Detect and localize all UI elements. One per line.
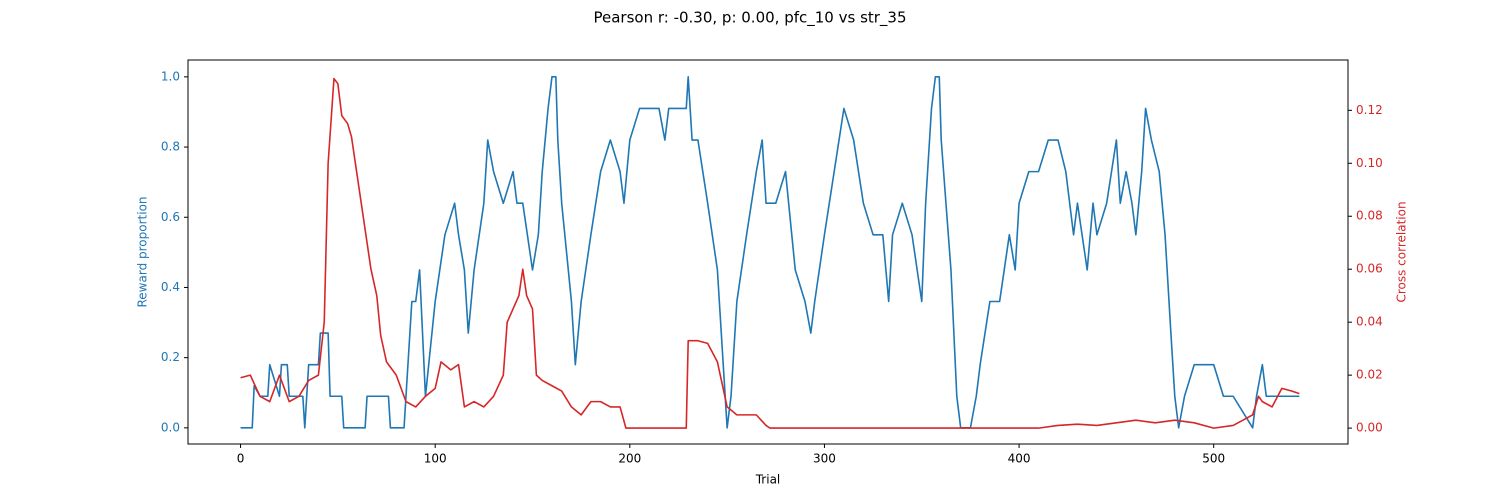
x-axis-label: Trial xyxy=(755,473,781,487)
x-tick-label: 300 xyxy=(813,452,836,466)
chart-title: Pearson r: -0.30, p: 0.00, pfc_10 vs str… xyxy=(593,9,906,28)
series-line xyxy=(240,76,1300,429)
y-axis-label: Reward proportion xyxy=(136,196,150,307)
y-tick-label: 0.4 xyxy=(161,280,180,294)
y2-tick-label: 0.08 xyxy=(1356,209,1383,223)
y2-tick-label: 0.10 xyxy=(1356,156,1383,170)
y2-tick-label: 0.00 xyxy=(1356,421,1383,435)
x-tick-label: 200 xyxy=(618,452,641,466)
y2-tick-label: 0.12 xyxy=(1356,103,1383,117)
plot-frame xyxy=(187,59,1349,445)
y2-tick-label: 0.04 xyxy=(1356,315,1383,329)
y-tick-label: 0.6 xyxy=(161,210,180,224)
x-tick-label: 0 xyxy=(237,452,245,466)
y-tick-label: 0.2 xyxy=(161,350,180,364)
y2-tick-label: 0.06 xyxy=(1356,262,1383,276)
y2-axis-label: Cross correlation xyxy=(1395,201,1409,302)
x-tick-label: 100 xyxy=(424,452,447,466)
y-tick-label: 0.0 xyxy=(161,420,180,434)
y-tick-label: 1.0 xyxy=(161,69,180,83)
y2-tick-label: 0.02 xyxy=(1356,368,1383,382)
x-tick-label: 400 xyxy=(1008,452,1031,466)
series-line xyxy=(240,77,1300,429)
x-tick-label: 500 xyxy=(1202,452,1225,466)
y-tick-label: 0.8 xyxy=(161,140,180,154)
